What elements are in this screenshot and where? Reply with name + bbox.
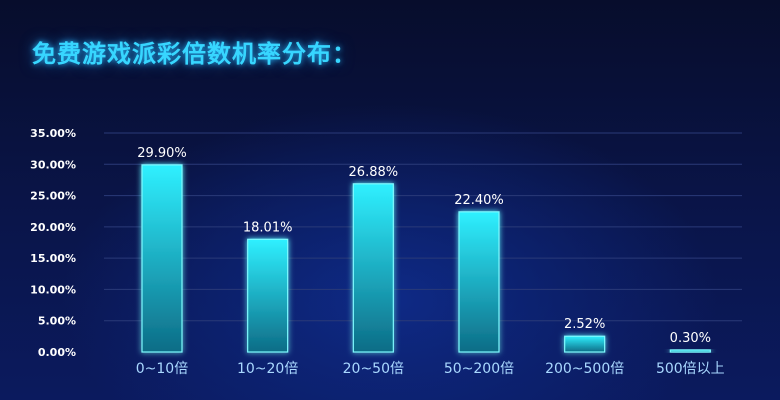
x-category-label: 50~200倍	[444, 361, 514, 377]
x-category-label: 200~500倍	[545, 361, 624, 377]
y-tick-label: 25.00%	[30, 190, 76, 203]
bar	[352, 183, 394, 353]
data-label: 2.52%	[564, 317, 605, 332]
data-labels: 29.90% 18.01% 26.88% 22.40% 2.52% 0.30%	[137, 146, 711, 346]
page-title: 免费游戏派彩倍数机率分布：	[32, 40, 357, 68]
bar	[141, 164, 183, 353]
data-label: 26.88%	[349, 165, 399, 180]
data-label: 29.90%	[137, 146, 187, 161]
data-label: 22.40%	[454, 193, 504, 208]
x-category-label: 20~50倍	[343, 361, 404, 377]
x-category-label: 500倍以上	[656, 361, 725, 377]
data-label: 18.01%	[243, 220, 293, 235]
bar	[458, 211, 500, 353]
y-tick-label: 0.00%	[38, 346, 76, 359]
y-tick-label: 30.00%	[30, 158, 76, 171]
y-tick-label: 5.00%	[38, 315, 76, 328]
bar	[564, 335, 606, 353]
y-tick-label: 20.00%	[30, 221, 76, 234]
x-axis-categories: 0~10倍 10~20倍 20~50倍 50~200倍 200~500倍 500倍以上	[136, 361, 725, 377]
x-category-label: 10~20倍	[237, 361, 298, 377]
y-tick-label: 35.00%	[30, 127, 76, 140]
y-axis-ticks: 0.00% 5.00% 10.00% 15.00% 20.00% 25.00% 30.00%…	[30, 127, 76, 359]
gridlines	[104, 132, 742, 322]
y-tick-label: 15.00%	[30, 252, 76, 265]
y-tick-label: 10.00%	[30, 283, 76, 296]
x-category-label: 0~10倍	[136, 361, 188, 377]
bar	[247, 238, 289, 353]
data-label: 0.30%	[670, 331, 711, 346]
